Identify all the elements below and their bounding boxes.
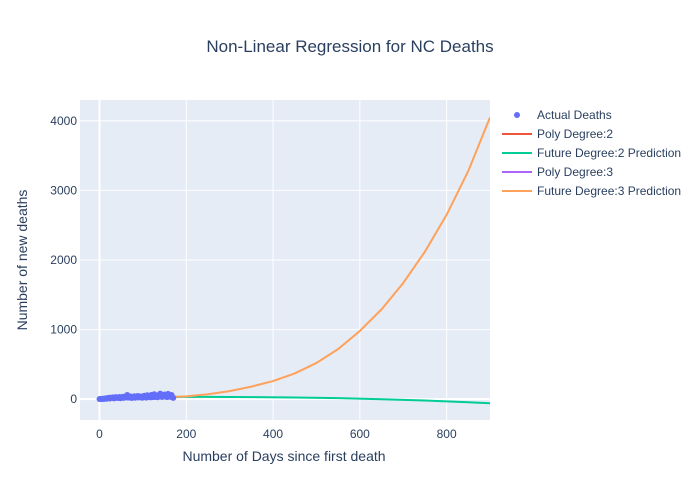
series-line-2 xyxy=(173,395,490,405)
legend-item[interactable]: Future Degree:2 Prediction xyxy=(502,146,681,160)
data-point xyxy=(170,394,177,401)
tick-labels: 0 200 400 600 800 0 1000 2000 3000 4000 xyxy=(50,114,457,441)
y-tick-label: 0 xyxy=(70,392,77,406)
legend-label: Future Degree:3 Prediction xyxy=(537,184,681,198)
legend-label: Poly Degree:3 xyxy=(537,165,613,179)
gridlines xyxy=(80,100,490,420)
x-tick-label: 800 xyxy=(437,427,457,441)
y-tick-label: 3000 xyxy=(50,183,77,197)
legend-item[interactable]: Actual Deaths xyxy=(514,108,612,122)
legend-label: Poly Degree:2 xyxy=(537,127,613,141)
y-axis-title: Number of new deaths xyxy=(14,190,30,331)
legend-item[interactable]: Future Degree:3 Prediction xyxy=(502,184,681,198)
series-layer xyxy=(96,117,490,405)
legend[interactable]: Actual Deaths Poly Degree:2 Future Degree:… xyxy=(502,108,681,198)
legend-item[interactable]: Poly Degree:2 xyxy=(502,127,613,141)
chart-title: Non-Linear Regression for NC Deaths xyxy=(206,37,493,56)
series-line-4 xyxy=(173,117,490,398)
x-tick-label: 200 xyxy=(176,427,196,441)
legend-label: Actual Deaths xyxy=(537,108,612,122)
legend-marker xyxy=(514,112,520,118)
x-tick-label: 600 xyxy=(350,427,370,441)
legend-label: Future Degree:2 Prediction xyxy=(537,146,681,160)
x-tick-label: 400 xyxy=(263,427,283,441)
y-tick-label: 4000 xyxy=(50,114,77,128)
y-tick-label: 2000 xyxy=(50,253,77,267)
x-tick-label: 0 xyxy=(96,427,103,441)
y-tick-label: 1000 xyxy=(50,323,77,337)
x-axis-title: Number of Days since first death xyxy=(182,448,385,464)
legend-item[interactable]: Poly Degree:3 xyxy=(502,165,613,179)
